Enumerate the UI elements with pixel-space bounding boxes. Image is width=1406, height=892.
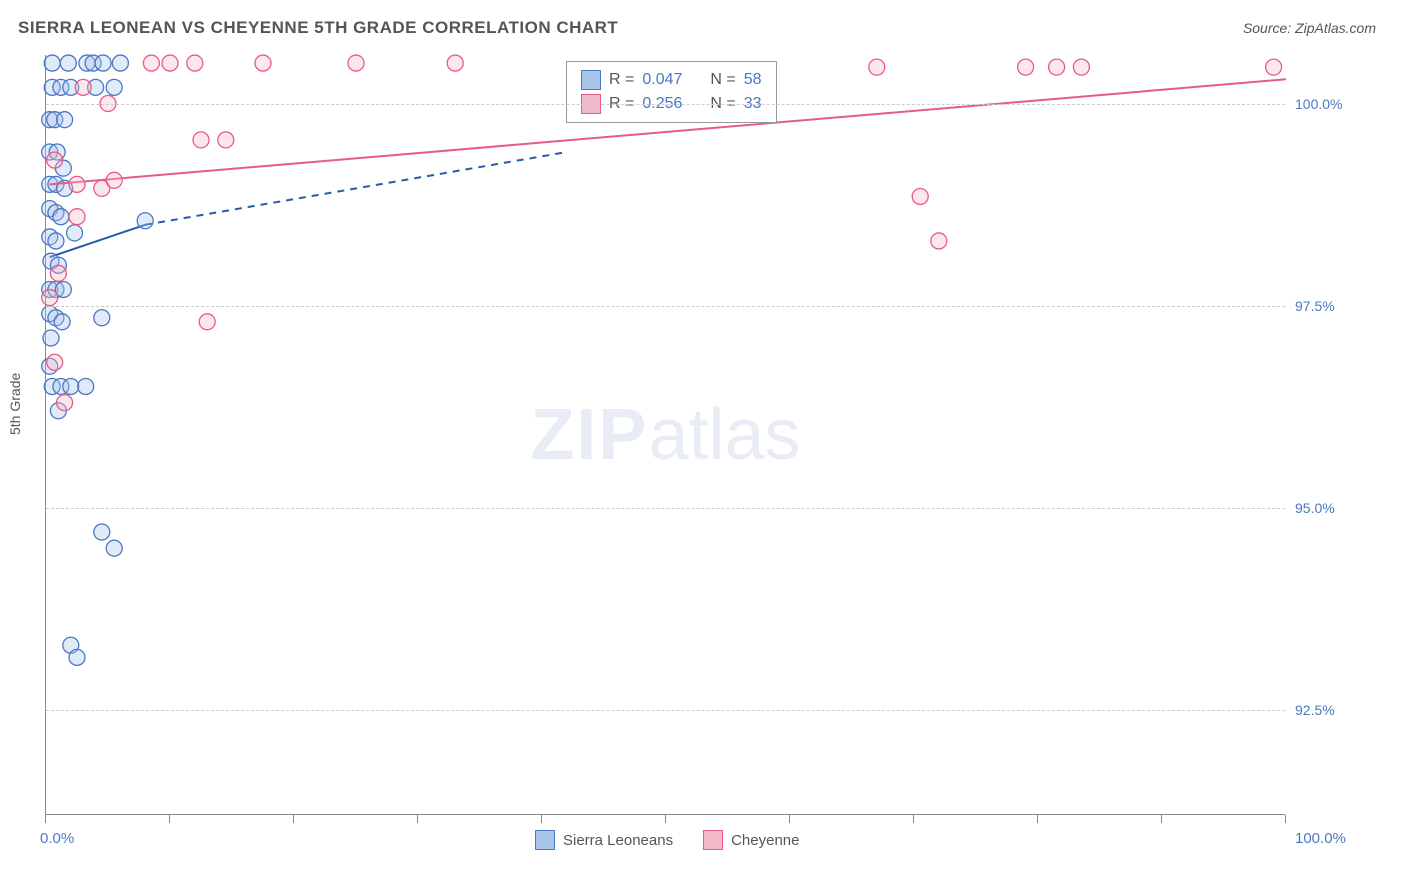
data-point <box>78 378 94 394</box>
x-tick <box>789 815 790 823</box>
plot-area: ZIPatlas R = 0.047N = 58R = 0.256N = 33 <box>45 55 1285 815</box>
source-label: Source: ZipAtlas.com <box>1243 20 1376 36</box>
data-point <box>912 188 928 204</box>
y-tick-label: 100.0% <box>1295 96 1342 112</box>
series-label: Sierra Leoneans <box>563 832 673 849</box>
data-point <box>75 79 91 95</box>
data-point <box>44 55 60 71</box>
n-value: 58 <box>744 68 762 92</box>
data-point <box>69 176 85 192</box>
series-legend: Sierra Leoneans Cheyenne <box>535 830 799 850</box>
data-point <box>48 233 64 249</box>
x-tick-label: 0.0% <box>40 830 74 847</box>
x-tick <box>1161 815 1162 823</box>
data-point <box>47 354 63 370</box>
x-tick <box>293 815 294 823</box>
data-point <box>112 55 128 71</box>
x-tick <box>541 815 542 823</box>
data-point <box>1266 59 1282 75</box>
data-point <box>57 112 73 128</box>
gridline-h <box>46 508 1285 509</box>
gridline-h <box>46 710 1285 711</box>
data-point <box>106 540 122 556</box>
data-point <box>199 314 215 330</box>
x-tick-label: 100.0% <box>1295 830 1346 847</box>
data-point <box>95 55 111 71</box>
data-point <box>94 524 110 540</box>
x-tick <box>1037 815 1038 823</box>
series-legend-item: Cheyenne <box>703 830 799 850</box>
x-tick <box>45 815 46 823</box>
data-point <box>47 152 63 168</box>
data-point <box>348 55 364 71</box>
gridline-h <box>46 104 1285 105</box>
data-point <box>63 378 79 394</box>
legend-swatch <box>703 830 723 850</box>
n-label: N = <box>710 68 735 92</box>
data-point <box>187 55 203 71</box>
data-point <box>67 225 83 241</box>
data-point <box>60 55 76 71</box>
data-point <box>1018 59 1034 75</box>
x-tick <box>913 815 914 823</box>
data-point <box>53 209 69 225</box>
data-point <box>255 55 271 71</box>
data-point <box>1049 59 1065 75</box>
data-point <box>143 55 159 71</box>
r-label: R = <box>609 68 634 92</box>
data-point <box>106 79 122 95</box>
y-tick-label: 95.0% <box>1295 500 1335 516</box>
series-label: Cheyenne <box>731 832 799 849</box>
data-point <box>69 649 85 665</box>
chart-title: SIERRA LEONEAN VS CHEYENNE 5TH GRADE COR… <box>18 18 618 38</box>
x-tick <box>417 815 418 823</box>
x-tick <box>169 815 170 823</box>
data-point <box>447 55 463 71</box>
legend-swatch <box>581 70 601 90</box>
data-point <box>94 310 110 326</box>
legend-swatch <box>535 830 555 850</box>
r-value: 0.047 <box>642 68 682 92</box>
data-point <box>869 59 885 75</box>
x-tick <box>665 815 666 823</box>
data-point <box>1073 59 1089 75</box>
legend-row: R = 0.047 N = 58 <box>581 68 762 92</box>
data-point <box>43 330 59 346</box>
data-point <box>218 132 234 148</box>
y-tick-label: 97.5% <box>1295 298 1335 314</box>
series-legend-item: Sierra Leoneans <box>535 830 673 850</box>
data-point <box>57 395 73 411</box>
y-axis-label: 5th Grade <box>7 373 23 435</box>
y-tick-label: 92.5% <box>1295 702 1335 718</box>
data-point <box>931 233 947 249</box>
data-point <box>162 55 178 71</box>
data-point <box>50 265 66 281</box>
plot-svg <box>46 55 1286 815</box>
chart-container: 5th Grade ZIPatlas R = 0.047N = 58R = 0.… <box>45 55 1385 815</box>
data-point <box>106 172 122 188</box>
data-point <box>193 132 209 148</box>
data-point <box>137 213 153 229</box>
x-tick <box>1285 815 1286 823</box>
data-point <box>42 290 58 306</box>
data-point <box>69 209 85 225</box>
correlation-legend: R = 0.047N = 58R = 0.256N = 33 <box>566 61 777 123</box>
gridline-h <box>46 306 1285 307</box>
data-point <box>54 314 70 330</box>
trend-line <box>145 152 567 225</box>
